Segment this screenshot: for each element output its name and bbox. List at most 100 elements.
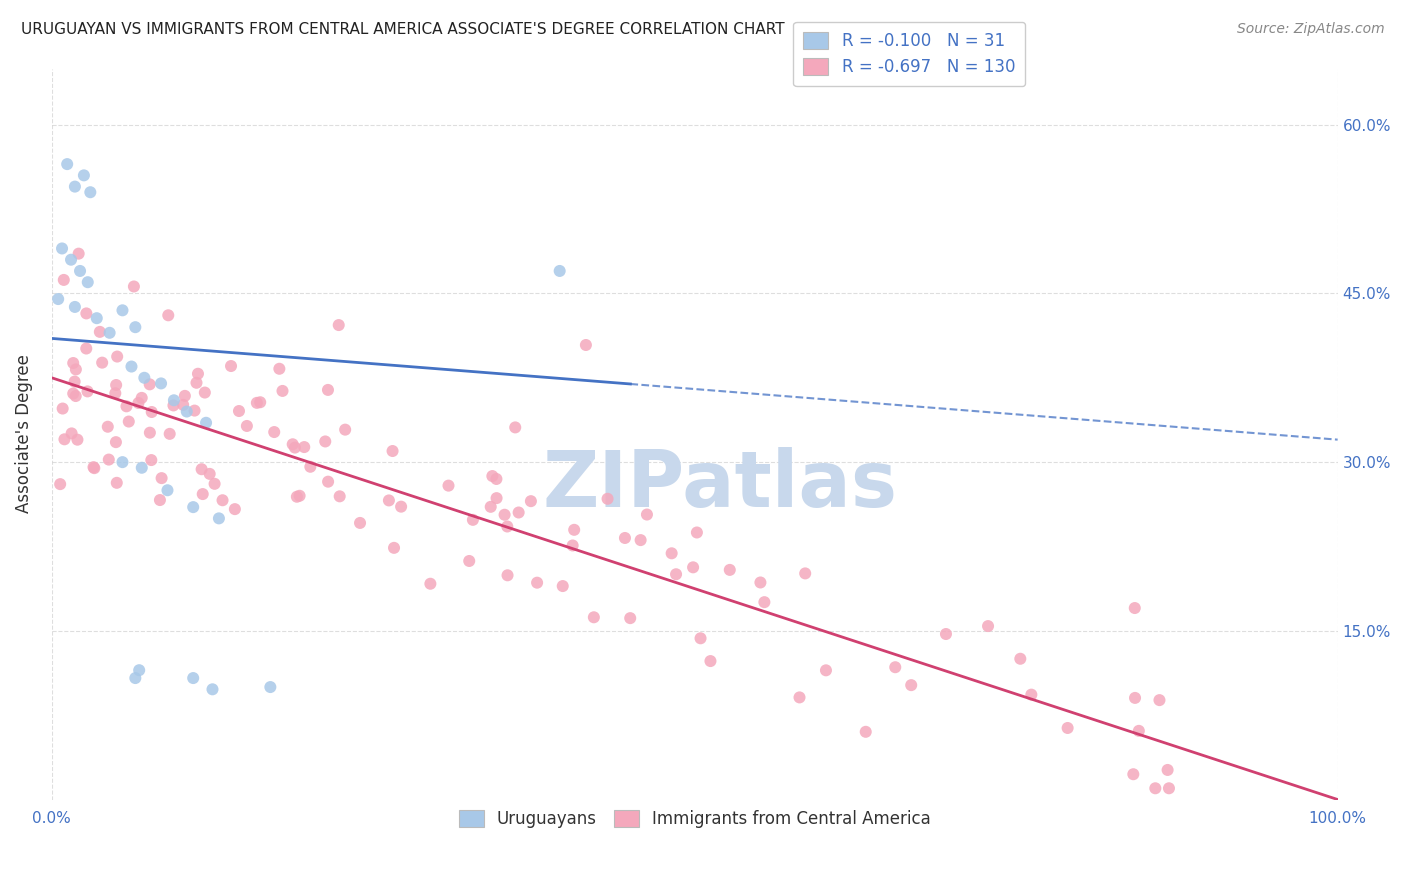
Point bbox=[496, 519, 519, 533]
Point bbox=[198, 467, 221, 481]
Point bbox=[46, 292, 69, 306]
Point bbox=[150, 376, 173, 391]
Point bbox=[613, 531, 636, 545]
Point bbox=[53, 432, 76, 446]
Point bbox=[246, 396, 269, 410]
Point bbox=[150, 471, 173, 485]
Point bbox=[1021, 688, 1043, 702]
Point bbox=[124, 320, 146, 334]
Point bbox=[62, 386, 84, 401]
Point bbox=[211, 493, 233, 508]
Point bbox=[111, 303, 134, 318]
Point bbox=[1156, 763, 1178, 777]
Point bbox=[105, 475, 128, 490]
Point bbox=[219, 359, 242, 373]
Point bbox=[159, 426, 181, 441]
Point bbox=[141, 405, 163, 419]
Point bbox=[105, 350, 128, 364]
Point bbox=[181, 671, 204, 685]
Point bbox=[977, 619, 1000, 633]
Point bbox=[75, 342, 97, 356]
Point bbox=[89, 325, 111, 339]
Point bbox=[299, 459, 322, 474]
Point bbox=[97, 419, 120, 434]
Point bbox=[73, 169, 96, 183]
Point bbox=[104, 386, 127, 401]
Point bbox=[69, 264, 91, 278]
Point bbox=[63, 375, 86, 389]
Point bbox=[263, 425, 285, 439]
Point bbox=[682, 560, 704, 574]
Point bbox=[97, 452, 120, 467]
Point bbox=[1010, 652, 1032, 666]
Point bbox=[138, 377, 160, 392]
Point bbox=[131, 460, 153, 475]
Point bbox=[124, 671, 146, 685]
Point bbox=[503, 420, 526, 434]
Point bbox=[162, 399, 184, 413]
Point bbox=[548, 264, 571, 278]
Text: Source: ZipAtlas.com: Source: ZipAtlas.com bbox=[1237, 22, 1385, 37]
Point bbox=[485, 472, 508, 486]
Point bbox=[111, 455, 134, 469]
Point bbox=[485, 491, 508, 505]
Point bbox=[794, 566, 817, 581]
Point bbox=[1128, 723, 1150, 738]
Point bbox=[149, 493, 172, 508]
Point bbox=[314, 434, 336, 449]
Point bbox=[665, 567, 688, 582]
Point bbox=[562, 523, 585, 537]
Point bbox=[699, 654, 721, 668]
Point bbox=[269, 361, 291, 376]
Point bbox=[689, 632, 711, 646]
Point bbox=[1157, 781, 1180, 796]
Point bbox=[461, 513, 484, 527]
Point bbox=[75, 306, 97, 320]
Point bbox=[176, 404, 198, 418]
Point bbox=[437, 478, 460, 492]
Point bbox=[328, 318, 350, 332]
Point bbox=[67, 246, 90, 260]
Point bbox=[65, 389, 87, 403]
Point bbox=[76, 275, 98, 289]
Point bbox=[139, 425, 162, 440]
Point bbox=[789, 690, 811, 705]
Point bbox=[51, 242, 73, 256]
Point bbox=[104, 435, 127, 450]
Point bbox=[115, 400, 138, 414]
Point bbox=[98, 326, 121, 340]
Point bbox=[281, 437, 304, 451]
Point bbox=[131, 391, 153, 405]
Point bbox=[259, 680, 281, 694]
Point bbox=[619, 611, 641, 625]
Point bbox=[79, 186, 101, 200]
Point bbox=[181, 500, 204, 515]
Point bbox=[236, 419, 259, 434]
Point bbox=[479, 500, 502, 514]
Point bbox=[91, 356, 114, 370]
Legend: Uruguayans, Immigrants from Central America: Uruguayans, Immigrants from Central Amer… bbox=[451, 804, 938, 835]
Text: URUGUAYAN VS IMMIGRANTS FROM CENTRAL AMERICA ASSOCIATE'S DEGREE CORRELATION CHAR: URUGUAYAN VS IMMIGRANTS FROM CENTRAL AME… bbox=[21, 22, 785, 37]
Point bbox=[83, 460, 105, 475]
Point bbox=[224, 502, 246, 516]
Point bbox=[118, 415, 141, 429]
Point bbox=[1123, 601, 1146, 615]
Point bbox=[496, 568, 519, 582]
Point bbox=[288, 489, 311, 503]
Point bbox=[134, 371, 156, 385]
Point bbox=[575, 338, 598, 352]
Point bbox=[458, 554, 481, 568]
Point bbox=[128, 663, 150, 677]
Point bbox=[284, 441, 307, 455]
Point bbox=[378, 493, 401, 508]
Point bbox=[329, 489, 352, 503]
Point bbox=[63, 300, 86, 314]
Point bbox=[935, 627, 957, 641]
Point bbox=[65, 362, 87, 376]
Point bbox=[201, 682, 224, 697]
Point bbox=[551, 579, 574, 593]
Point bbox=[661, 546, 683, 560]
Point bbox=[52, 401, 75, 416]
Point bbox=[494, 508, 516, 522]
Y-axis label: Associate's Degree: Associate's Degree bbox=[15, 355, 32, 514]
